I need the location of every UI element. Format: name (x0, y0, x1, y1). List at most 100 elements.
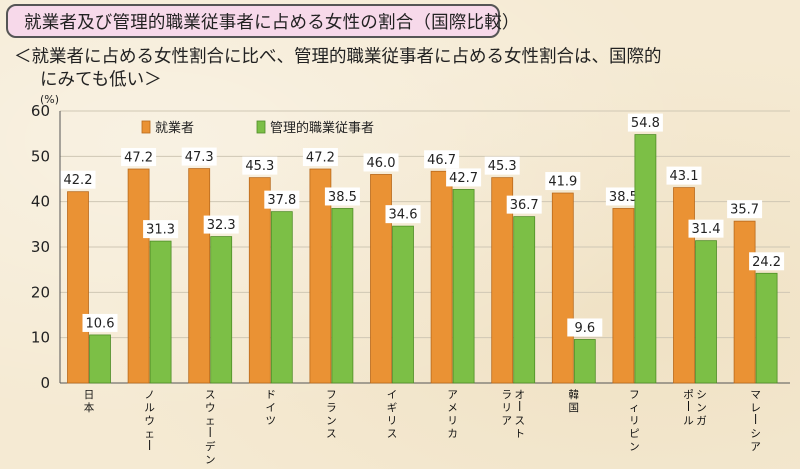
category-label-char: ド (266, 389, 277, 401)
legend-swatch-employed (141, 120, 151, 134)
data-label: 10.6 (86, 316, 115, 331)
data-label: 42.2 (64, 173, 93, 188)
category-label-char: ス (326, 428, 337, 440)
category-label-char: ラ (501, 389, 512, 401)
data-label-box (666, 166, 702, 185)
data-label-box (688, 219, 724, 238)
category-label-char: メ (447, 402, 458, 414)
category-label-char: ル (683, 415, 694, 427)
category-label-char: レ (750, 402, 761, 414)
subtitle-line-1: ＜就業者に占める女性割合に比べ、管理的職業従事者に占める女性割合は、国際的 (14, 47, 662, 67)
category-label-char: リ (387, 415, 398, 427)
category-label-char: リ (501, 402, 512, 414)
category-label-char: ン (205, 454, 216, 466)
data-label: 9.6 (574, 321, 595, 336)
bar-managers (270, 211, 293, 384)
data-label-box (545, 172, 581, 191)
category-label-char: イ (387, 389, 398, 401)
y-tick-label: 30 (31, 238, 50, 256)
data-label-box (203, 215, 239, 234)
bar-managers (149, 240, 172, 384)
category-label-char: ポ (683, 389, 694, 401)
data-label-box (749, 252, 785, 271)
bar-employed (673, 187, 695, 384)
data-label-box (727, 200, 763, 219)
bar-employed (551, 192, 574, 384)
data-label-box (60, 170, 96, 189)
bar-employed (430, 170, 453, 384)
data-label-box (605, 187, 641, 206)
category-label-char: ア (501, 415, 512, 427)
category-label-char: ン (629, 441, 640, 453)
category-label-char: オ (514, 389, 525, 401)
data-label-box (385, 205, 421, 224)
bar-managers (210, 236, 233, 384)
data-label-box (181, 147, 217, 166)
category-label-char: イ (266, 402, 277, 414)
category-label-char: デ (205, 440, 216, 453)
bar-employed (127, 168, 150, 384)
chart-title: 就業者及び管理的職業従事者に占める女性の割合（国際比較） (24, 12, 520, 33)
data-label: 47.2 (124, 151, 153, 166)
category-label-char: ウ (144, 415, 155, 427)
category-label-char: 日 (84, 389, 95, 401)
category-label-char: ェ (144, 428, 155, 440)
bar-managers (573, 339, 596, 384)
bar-managers (513, 216, 536, 384)
legend-swatch-managers (256, 120, 266, 134)
bar-employed (309, 168, 332, 384)
data-label-box (446, 168, 482, 187)
data-label: 37.8 (267, 193, 296, 208)
y-tick-label: 40 (31, 193, 50, 211)
category-label-char: 本 (84, 401, 95, 414)
chart-title-box: 就業者及び管理的職業従事者に占める女性の割合（国際比較） (6, 4, 519, 38)
y-tick-label: 50 (31, 147, 50, 165)
data-label-box (363, 153, 399, 172)
category-label-char: ン (696, 402, 707, 414)
category-label-char: マ (750, 389, 761, 401)
data-label-box (264, 190, 300, 209)
data-label-box (324, 187, 360, 206)
category-label-char: リ (629, 415, 640, 427)
bar-employed (188, 168, 211, 384)
data-label-box (143, 220, 179, 239)
legend-label-employed: 就業者 (155, 120, 194, 136)
data-label: 47.3 (185, 150, 214, 165)
data-label-box (82, 313, 118, 332)
category-label-char: フ (326, 389, 337, 401)
data-label: 34.6 (389, 208, 418, 223)
category-label-char: ラ (326, 402, 337, 414)
category-label-char: リ (447, 415, 458, 427)
data-label-box (627, 113, 663, 132)
bar-managers (634, 134, 657, 384)
data-label: 41.9 (548, 175, 577, 190)
data-label-box (484, 156, 520, 175)
bar-employed (370, 174, 392, 384)
category-label-char: ト (514, 428, 525, 440)
category-label-char: シ (696, 389, 707, 401)
data-label: 31.4 (692, 222, 721, 237)
data-label: 54.8 (631, 116, 660, 131)
bar-managers (331, 208, 354, 384)
data-label: 45.3 (488, 159, 517, 174)
category-label-char: 韓 (569, 389, 580, 401)
data-label: 35.7 (730, 203, 759, 218)
category-label-char: ア (447, 389, 458, 401)
category-label-char: ス (387, 428, 398, 440)
category-label-char: ツ (266, 415, 277, 427)
category-label-char: シ (750, 428, 761, 440)
category-label-char: ス (205, 389, 216, 401)
data-label-box (121, 148, 157, 167)
data-label-box (242, 156, 278, 175)
legend-label-managers: 管理的職業従事者 (270, 120, 374, 136)
data-label: 38.5 (609, 190, 638, 205)
data-label-box (506, 195, 542, 214)
data-label: 24.2 (752, 255, 781, 270)
data-label: 47.2 (306, 151, 335, 166)
category-label-char: ウ (205, 402, 216, 414)
category-label-char: ガ (696, 415, 707, 427)
y-unit-label: (%) (40, 93, 59, 106)
category-label-char: カ (447, 428, 458, 440)
category-label-char: フ (629, 389, 640, 401)
